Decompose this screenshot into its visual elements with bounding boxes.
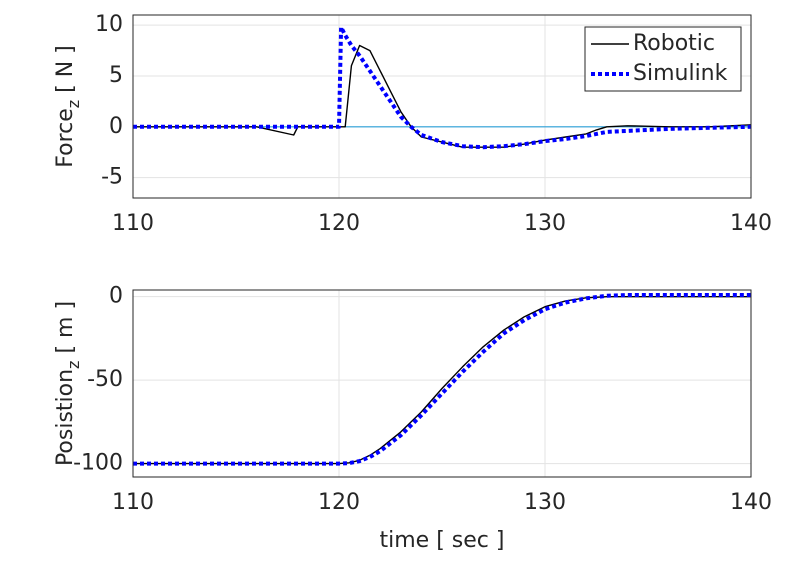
y-axis-label: Forcez [ N ] <box>53 45 83 168</box>
series-line <box>133 25 752 150</box>
y-axis-label-part: Posistion <box>53 369 78 466</box>
y-axis-label-part: [ m ] <box>53 301 78 361</box>
y-tick-label: -50 <box>87 367 123 392</box>
legend-label: Robotic <box>633 31 715 56</box>
plot-area <box>133 290 751 477</box>
y-tick-label: 0 <box>109 114 123 139</box>
x-tick-label: 130 <box>524 211 566 236</box>
y-tick-label: -5 <box>101 165 123 190</box>
legend-label: Simulink <box>633 61 728 86</box>
axes-box <box>132 14 752 199</box>
y-axis-label-part: Force <box>53 108 78 168</box>
legend-box <box>584 26 742 92</box>
y-axis-label-subscript: z <box>64 100 83 108</box>
y-axis-label: Posistionz [ m ] <box>53 301 83 466</box>
x-tick-label: 110 <box>112 490 154 515</box>
y-tick-label: -100 <box>73 451 123 476</box>
y-axis-label-subscript: z <box>64 361 83 369</box>
y-axis-label-part: [ N ] <box>53 45 78 100</box>
x-tick-label: 140 <box>730 211 772 236</box>
y-tick-label: 0 <box>109 284 123 309</box>
series-line <box>133 293 751 466</box>
y-tick-label: 10 <box>95 12 123 37</box>
x-tick-label: 130 <box>524 490 566 515</box>
plot-panel: 110 120 130 140 -100 -50 0 Posistionz [ m ] time… <box>53 284 772 553</box>
x-tick-label: 140 <box>730 490 772 515</box>
x-axis-label: time [ sec ] <box>380 528 505 553</box>
x-tick-label: 120 <box>318 490 360 515</box>
axes-box <box>132 289 752 478</box>
y-tick-label: 5 <box>109 63 123 88</box>
plot-panel: 110 120 130 140 -5 0 5 10 Forcez [ N ] Robotic Sim… <box>53 12 772 236</box>
x-tick-label: 120 <box>318 211 360 236</box>
x-tick-label: 110 <box>112 211 154 236</box>
